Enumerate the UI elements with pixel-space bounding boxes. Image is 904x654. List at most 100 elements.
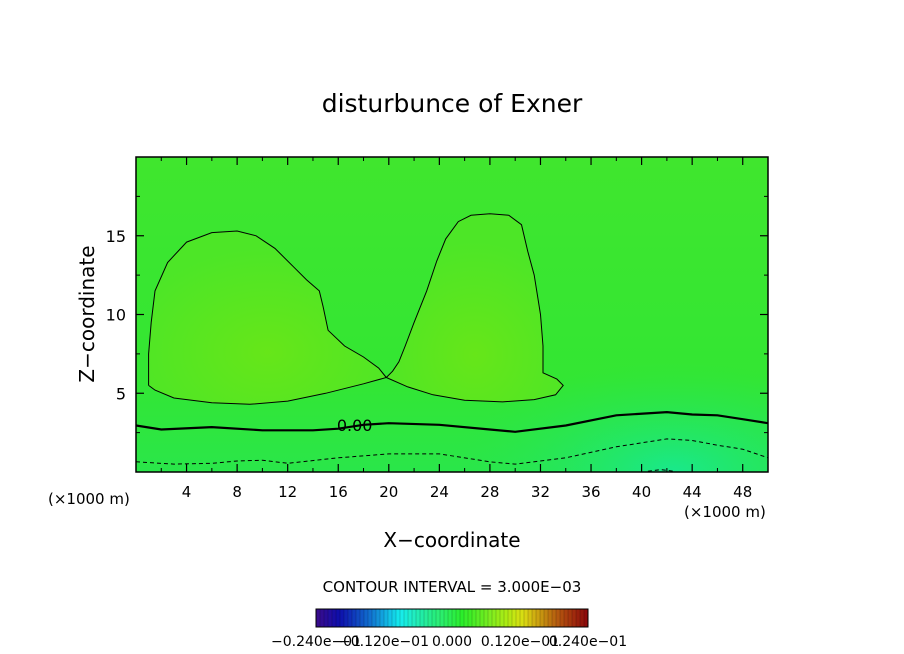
- colorbar-swatch: [548, 609, 553, 627]
- colorbar-swatch: [536, 609, 541, 627]
- x-tick-label: 32: [531, 483, 550, 501]
- colorbar-swatch: [356, 609, 361, 627]
- colorbar-swatch: [516, 609, 521, 627]
- colorbar-swatch: [520, 609, 525, 627]
- colorbar: [315, 608, 589, 628]
- colorbar-swatch: [488, 609, 493, 627]
- contour-min-line: [647, 469, 674, 472]
- x-tick-label: 28: [480, 483, 499, 501]
- contour-neg-line: [136, 438, 768, 465]
- colorbar-swatch: [484, 609, 489, 627]
- colorbar-label: 0.000: [432, 634, 472, 650]
- colorbar-swatch: [380, 609, 385, 627]
- colorbar-swatch: [572, 609, 577, 627]
- colorbar-swatch: [528, 609, 533, 627]
- colorbar-swatch: [392, 609, 397, 627]
- x-tick-label: 20: [379, 483, 398, 501]
- contour-right-lobe: [385, 213, 564, 403]
- x-tick-label: 24: [430, 483, 449, 501]
- colorbar-swatch: [328, 609, 333, 627]
- axis-ticks: [136, 157, 768, 472]
- colorbar-swatch: [344, 609, 349, 627]
- colorbar-swatch: [376, 609, 381, 627]
- right-lobe-fill: [386, 213, 564, 402]
- y-tick-labels: 5 10 15: [106, 227, 126, 404]
- colorbar-swatch: [476, 609, 481, 627]
- y-tick-label: 5: [116, 384, 126, 403]
- colorbar-swatch: [408, 609, 413, 627]
- colorbar-swatch: [340, 609, 345, 627]
- colorbar-swatch: [452, 609, 457, 627]
- x-tick-label: 12: [278, 483, 297, 501]
- x-tick-label: 36: [581, 483, 600, 501]
- colorbar-label: 0.240e−01: [549, 634, 627, 650]
- x-tick-label: 16: [329, 483, 348, 501]
- colorbar-swatch: [420, 609, 425, 627]
- chart-title: disturbunce of Exner: [322, 89, 583, 118]
- colorbar-swatch: [316, 609, 321, 627]
- colorbar-swatch: [364, 609, 369, 627]
- x-tick-label: 48: [733, 483, 752, 501]
- colorbar-swatch: [540, 609, 545, 627]
- x-unit-left: (×1000 m): [48, 490, 130, 508]
- colorbar-swatch: [400, 609, 405, 627]
- colorbar-swatch: [464, 609, 469, 627]
- colorbar-swatch: [368, 609, 373, 627]
- colorbar-swatch: [352, 609, 357, 627]
- colorbar-swatch: [492, 609, 497, 627]
- colorbar-swatch: [568, 609, 573, 627]
- colorbar-swatch: [416, 609, 421, 627]
- colorbar-label: 0.120e−01: [481, 634, 559, 650]
- colorbar-swatch: [524, 609, 529, 627]
- colorbar-swatch: [396, 609, 401, 627]
- colorbar-swatch: [580, 609, 585, 627]
- colorbar-swatch: [456, 609, 461, 627]
- colorbar-swatch: [508, 609, 513, 627]
- colorbar-swatch: [324, 609, 329, 627]
- colorbar-swatch: [532, 609, 537, 627]
- colorbar-swatch: [496, 609, 501, 627]
- x-tick-label: 44: [683, 483, 702, 501]
- colorbar-swatch: [552, 609, 557, 627]
- colorbar-swatch: [448, 609, 453, 627]
- x-axis-label: X−coordinate: [383, 528, 520, 552]
- contour-label-zero: 0.00: [337, 416, 373, 435]
- colorbar-swatch: [468, 609, 473, 627]
- colorbar-swatch: [504, 609, 509, 627]
- contour-zero-line: [136, 410, 768, 433]
- colorbar-swatch: [384, 609, 389, 627]
- colorbar-swatch: [440, 609, 445, 627]
- colorbar-swatch: [320, 609, 325, 627]
- colorbar-swatch: [500, 609, 505, 627]
- colorbar-swatch: [564, 609, 569, 627]
- colorbar-swatch: [424, 609, 429, 627]
- colorbar-swatch: [480, 609, 485, 627]
- contour-left-lobe: [148, 230, 388, 405]
- colorbar-swatch: [436, 609, 441, 627]
- colorbar-swatch: [576, 609, 581, 627]
- colorbar-swatch: [556, 609, 561, 627]
- y-tick-label: 15: [106, 227, 126, 246]
- x-unit-right: (×1000 m): [684, 503, 766, 521]
- x-tick-label: 40: [632, 483, 651, 501]
- colorbar-label: −0.120e−01: [339, 634, 429, 650]
- contour-interval: CONTOUR INTERVAL = 3.000E−03: [323, 578, 582, 596]
- colorbar-swatch: [404, 609, 409, 627]
- colorbar-labels: −0.240e−01−0.120e−01 0.000 0.120e−010.240e…: [271, 634, 627, 650]
- colorbar-swatch: [584, 609, 589, 627]
- colorbar-swatch: [444, 609, 449, 627]
- colorbar-swatch: [512, 609, 517, 627]
- colorbar-swatch: [372, 609, 377, 627]
- left-lobe-fill: [148, 231, 387, 405]
- x-tick-label: 4: [182, 483, 192, 501]
- colorbar-frame: [315, 608, 589, 628]
- colorbar-swatch: [348, 609, 353, 627]
- colorbar-swatch: [460, 609, 465, 627]
- x-tick-labels: 4 8 12 16 20 24 28 32 36 40 44 48: [182, 483, 752, 501]
- colorbar-swatch: [472, 609, 477, 627]
- y-tick-label: 10: [106, 306, 126, 325]
- colorbar-swatch: [544, 609, 549, 627]
- colorbar-swatch: [428, 609, 433, 627]
